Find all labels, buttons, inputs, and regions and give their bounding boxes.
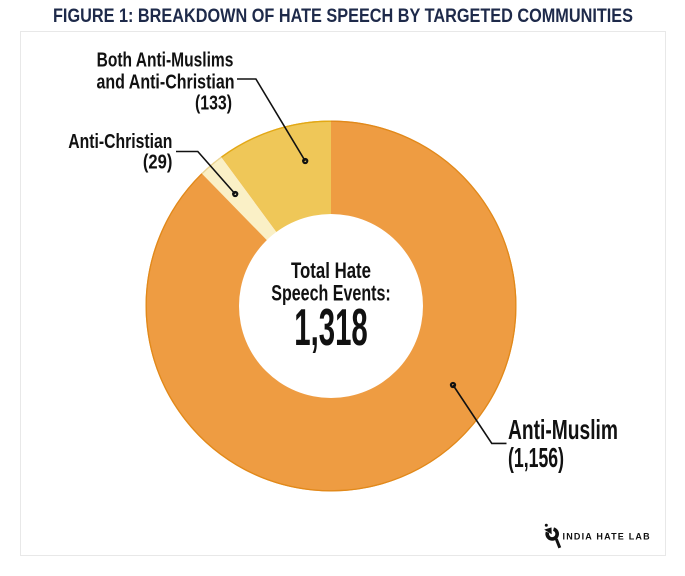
svg-text:Speech Events:: Speech Events:	[271, 281, 391, 306]
svg-text:INDIA HATE LAB: INDIA HATE LAB	[563, 532, 652, 542]
svg-text:Total Hate: Total Hate	[291, 258, 371, 283]
svg-text:1,318: 1,318	[294, 298, 368, 356]
svg-text:(29): (29)	[143, 152, 173, 174]
svg-text:(1,156): (1,156)	[508, 442, 564, 473]
svg-text:FIGURE 1: BREAKDOWN OF HATE SP: FIGURE 1: BREAKDOWN OF HATE SPEECH BY TA…	[53, 5, 633, 27]
svg-text:Both Anti-Muslims: Both Anti-Muslims	[97, 50, 234, 72]
svg-text:Anti-Muslim: Anti-Muslim	[508, 414, 618, 445]
svg-text:(133): (133)	[195, 92, 232, 114]
svg-text:and Anti-Christian: and Anti-Christian	[97, 72, 235, 94]
svg-text:Anti-Christian: Anti-Christian	[68, 131, 172, 153]
